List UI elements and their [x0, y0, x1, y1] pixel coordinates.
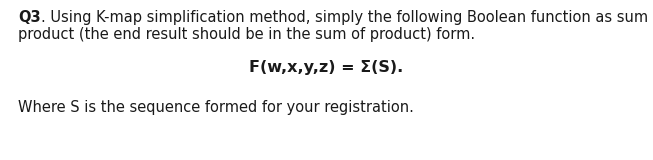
Text: Q3: Q3: [18, 10, 40, 25]
Text: . Using K-map simplification method, simply the following Boolean function as su: . Using K-map simplification method, sim…: [40, 10, 653, 25]
Text: Where S is the sequence formed for your registration.: Where S is the sequence formed for your …: [18, 100, 414, 115]
Text: F(w,x,y,z) = Σ(S).: F(w,x,y,z) = Σ(S).: [249, 60, 404, 75]
Text: product (the end result should be in the sum of product) form.: product (the end result should be in the…: [18, 27, 475, 42]
